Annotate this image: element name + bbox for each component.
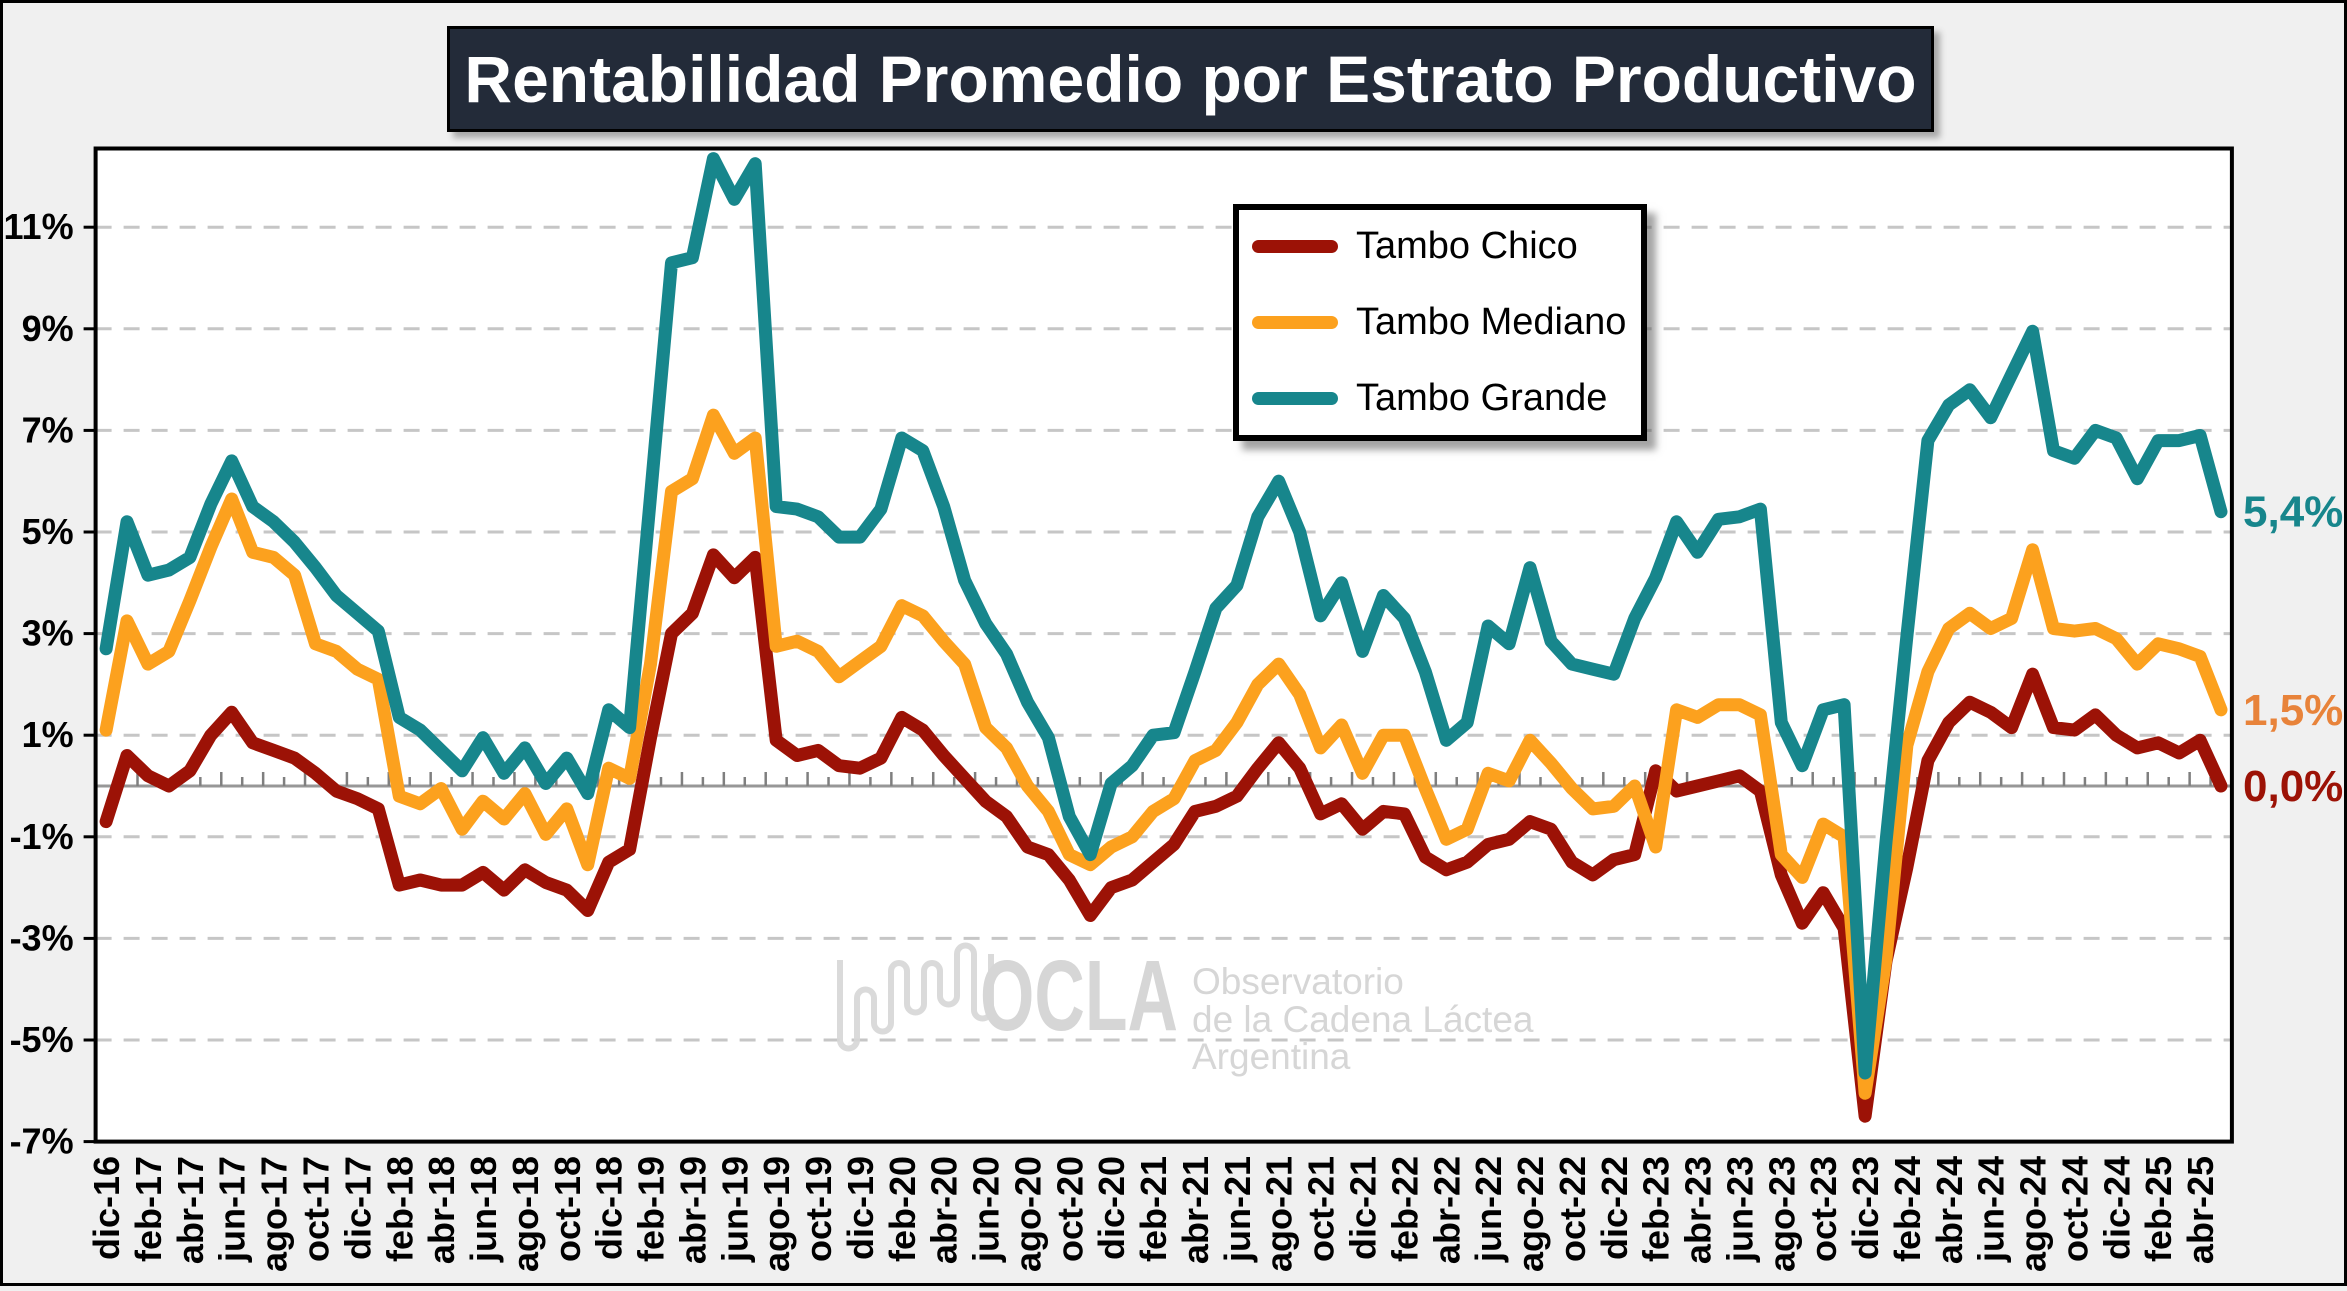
end-value-label: 5,4% [2243, 488, 2343, 537]
x-tick-label: dic-16 [86, 1156, 127, 1260]
x-tick-label: ago-23 [1761, 1156, 1802, 1272]
watermark-acronym: OCLA [980, 940, 1178, 1052]
x-tick-label: ago-18 [505, 1156, 546, 1272]
x-tick-label: feb-21 [1133, 1156, 1174, 1262]
x-tick-label: ago-17 [254, 1156, 295, 1272]
y-tick-label: 5% [22, 511, 74, 552]
y-tick-label: -7% [10, 1121, 74, 1162]
y-tick-label: 7% [22, 409, 74, 450]
x-tick-label: oct-17 [296, 1156, 337, 1262]
watermark-line: Observatorio [1192, 961, 1404, 1002]
series-line-tambo-grande [99, 152, 2228, 1080]
legend-item-tambo-grande[interactable]: Tambo Grande [1239, 373, 1641, 423]
x-tick-label: jun-19 [714, 1156, 755, 1263]
x-tick-label: jun-20 [966, 1156, 1007, 1263]
x-tick-label: feb-19 [631, 1156, 672, 1262]
legend-swatch-icon [1252, 315, 1338, 329]
x-tick-label: oct-22 [1552, 1156, 1593, 1262]
end-value-label: 1,5% [2243, 686, 2343, 735]
x-tick-label: abr-20 [924, 1156, 965, 1264]
x-tick-label: oct-23 [1803, 1156, 1844, 1262]
watermark-line: de la Cadena Láctea [1192, 999, 1534, 1040]
x-tick-label: abr-23 [1678, 1156, 1719, 1264]
chart-title: Rentabilidad Promedio por Estrato Produc… [464, 42, 1917, 116]
legend-swatch-icon [1252, 239, 1338, 253]
x-tick-label: dic-19 [840, 1156, 881, 1260]
x-tick-label: jun-23 [1719, 1156, 1760, 1263]
y-tick-label: 3% [22, 613, 74, 654]
x-tick-label: feb-23 [1636, 1156, 1677, 1262]
y-tick-label: 11% [4, 206, 74, 247]
chart-title-bar: Rentabilidad Promedio por Estrato Produc… [447, 26, 1934, 132]
x-tick-label: ago-22 [1510, 1156, 1551, 1272]
x-tick-label: abr-25 [2180, 1156, 2221, 1264]
x-tick-label: dic-24 [2096, 1156, 2137, 1260]
x-tick-label: oct-19 [798, 1156, 839, 1262]
x-tick-label: jun-21 [1217, 1156, 1258, 1263]
legend-item-label: Tambo Mediano [1356, 300, 1627, 343]
y-tick-label: -5% [10, 1019, 74, 1060]
x-tick-label: feb-20 [882, 1156, 923, 1262]
x-tick-label: ago-24 [2013, 1156, 2054, 1272]
x-tick-label: abr-19 [672, 1156, 713, 1264]
x-tick-label: oct-21 [1301, 1156, 1342, 1262]
x-tick-label: abr-22 [1426, 1156, 1467, 1264]
legend: Tambo Chico Tambo Mediano Tambo Grande [1233, 204, 1647, 441]
legend-item-tambo-mediano[interactable]: Tambo Mediano [1239, 297, 1641, 347]
x-tick-label: feb-17 [128, 1156, 169, 1262]
x-tick-label: jun-18 [463, 1156, 504, 1263]
legend-item-tambo-chico[interactable]: Tambo Chico [1239, 221, 1641, 271]
x-tick-label: abr-21 [1175, 1156, 1216, 1264]
x-tick-label: feb-24 [1887, 1156, 1928, 1262]
x-tick-label: dic-17 [337, 1156, 378, 1260]
legend-item-label: Tambo Chico [1356, 224, 1578, 267]
x-tick-label: dic-22 [1594, 1156, 1635, 1260]
legend-swatch-icon [1252, 391, 1338, 405]
x-tick-label: abr-24 [1929, 1156, 1970, 1264]
y-tick-label: -3% [10, 917, 74, 958]
x-tick-label: oct-20 [1049, 1156, 1090, 1262]
x-tick-label: ago-19 [756, 1156, 797, 1272]
x-tick-label: dic-20 [1091, 1156, 1132, 1260]
x-tick-label: jun-24 [1971, 1156, 2012, 1263]
x-tick-label: feb-18 [379, 1156, 420, 1262]
x-tick-label: dic-18 [589, 1156, 630, 1260]
x-tick-label: abr-17 [170, 1156, 211, 1264]
end-value-label: 0,0% [2243, 762, 2343, 811]
x-tick-label: abr-18 [421, 1156, 462, 1264]
plot-frame [93, 146, 2234, 1144]
x-tick-label: ago-20 [1007, 1156, 1048, 1272]
x-tick-label: feb-22 [1384, 1156, 1425, 1262]
watermark-logo-icon [837, 942, 994, 1052]
x-tick-label: jun-17 [212, 1156, 253, 1263]
x-tick-label: oct-18 [547, 1156, 588, 1262]
x-tick-label: ago-21 [1259, 1156, 1300, 1272]
x-tick-label: oct-24 [2054, 1156, 2095, 1262]
y-tick-label: -1% [10, 816, 74, 857]
watermark-line: Argentina [1192, 1036, 1351, 1077]
y-tick-label: 9% [22, 308, 74, 349]
x-tick-label: jun-22 [1468, 1156, 1509, 1263]
legend-item-label: Tambo Grande [1356, 376, 1608, 419]
x-tick-label: dic-23 [1845, 1156, 1886, 1260]
y-tick-label: 1% [22, 714, 74, 755]
x-tick-label: feb-25 [2138, 1156, 2179, 1262]
x-tick-label: dic-21 [1343, 1156, 1384, 1260]
